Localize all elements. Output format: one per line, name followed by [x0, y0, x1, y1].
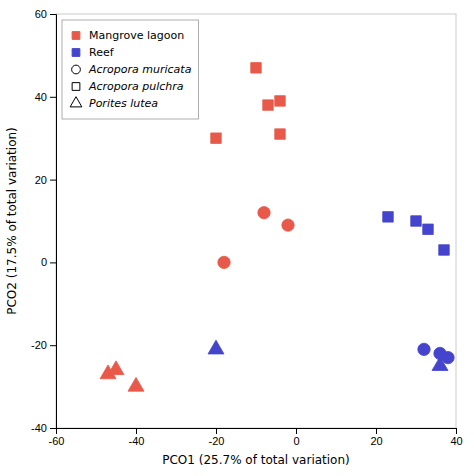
point — [128, 377, 144, 391]
legend-symbol — [70, 97, 82, 107]
tick-label: -40 — [129, 435, 145, 447]
point — [439, 245, 449, 255]
point — [108, 361, 124, 375]
x-axis: -60 -40 -20 0 20 40 — [49, 428, 463, 447]
tick-label: 0 — [293, 435, 299, 447]
legend-symbol — [72, 83, 80, 91]
tick-mark — [50, 428, 56, 429]
tick: 0 — [41, 256, 56, 268]
y-axis-title: PCO2 (17.5% of total variation) — [5, 127, 19, 315]
point — [411, 216, 421, 226]
plot-frame — [56, 14, 456, 428]
legend: Mangrove lagoon Reef Acropora muricata Acro… — [62, 20, 198, 119]
tick: -20 — [31, 339, 56, 351]
tick-mark — [456, 428, 457, 434]
tick-mark — [50, 97, 56, 98]
legend-symbol — [72, 49, 80, 57]
legend-label: Acropora muricata — [88, 63, 192, 76]
point — [383, 212, 393, 222]
legend-label: Reef — [89, 46, 115, 59]
tick-label: -60 — [49, 435, 65, 447]
tick-label: 0 — [41, 256, 47, 268]
tick: -40 — [31, 422, 56, 434]
point — [208, 340, 224, 354]
tick: -20 — [209, 428, 225, 447]
tick-label: 20 — [35, 174, 47, 186]
legend-symbol — [72, 65, 81, 74]
axis-line — [57, 429, 457, 435]
tick-mark — [50, 14, 56, 15]
tick-label: -40 — [31, 422, 47, 434]
tick-mark — [136, 428, 137, 434]
tick-mark — [50, 345, 56, 346]
tick-mark — [376, 428, 377, 434]
point — [275, 96, 285, 106]
point — [418, 343, 430, 355]
legend-frame — [62, 20, 198, 119]
tick-label: -20 — [209, 435, 225, 447]
tick-mark — [296, 428, 297, 434]
point — [251, 63, 261, 73]
tick: -40 — [129, 428, 145, 447]
legend-symbol — [72, 32, 80, 40]
tick-label: 40 — [450, 435, 462, 447]
tick-label: -20 — [31, 339, 47, 351]
tick: 20 — [35, 174, 56, 186]
point — [211, 133, 221, 143]
axis-line — [50, 15, 57, 429]
point — [282, 219, 294, 231]
tick-label: 20 — [370, 435, 382, 447]
point — [432, 357, 448, 371]
point — [218, 256, 230, 268]
point — [442, 351, 454, 363]
legend-label: Acropora pulchra — [88, 80, 184, 93]
tick: 20 — [370, 428, 382, 447]
point — [423, 224, 433, 234]
tick-mark — [50, 262, 56, 263]
legend-label: Porites lutea — [89, 97, 158, 110]
tick: 40 — [35, 91, 56, 103]
tick: 60 — [35, 8, 56, 20]
chart: -60-40-2002040-40-200204060Mangrove lago… — [0, 0, 474, 476]
tick-mark — [50, 180, 56, 181]
plot: -60-40-2002040-40-200204060Mangrove lago… — [31, 8, 463, 447]
legend-label: Mangrove lagoon — [89, 29, 184, 42]
y-axis: -40 -20 0 20 40 60 — [31, 8, 56, 434]
point — [275, 129, 285, 139]
tick: 40 — [450, 428, 462, 447]
tick-mark — [216, 428, 217, 434]
x-axis-title: PCO1 (25.7% of total variation) — [162, 453, 350, 467]
tick-label: 40 — [35, 91, 47, 103]
tick: 0 — [293, 428, 299, 447]
point — [258, 207, 270, 219]
point — [263, 100, 273, 110]
tick: -60 — [49, 428, 65, 447]
tick-label: 60 — [35, 8, 47, 20]
